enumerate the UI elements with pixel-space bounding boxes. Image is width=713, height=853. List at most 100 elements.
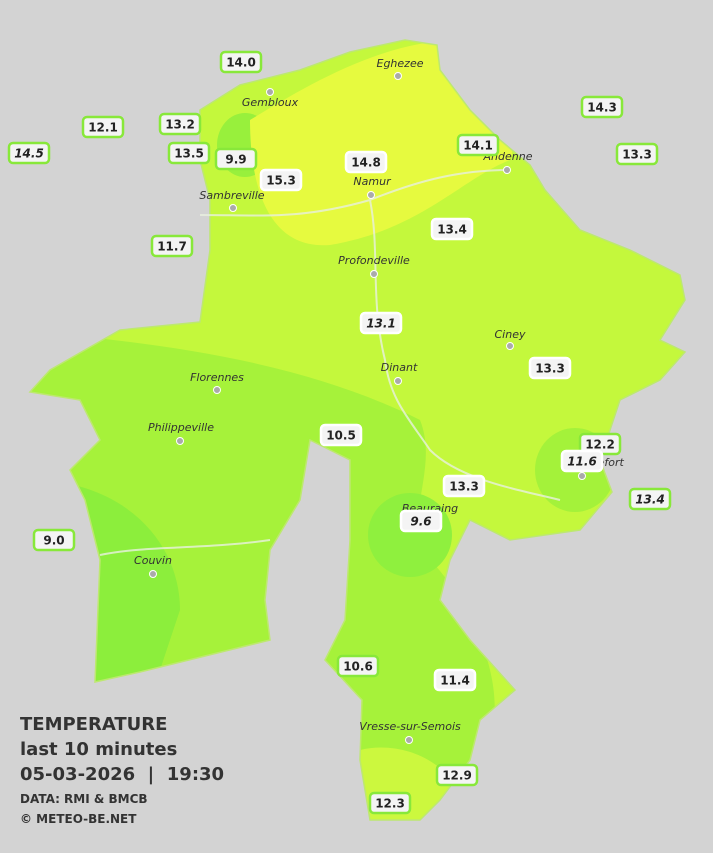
station-box bbox=[259, 168, 303, 192]
place-dot bbox=[394, 377, 402, 385]
station-box bbox=[219, 50, 263, 74]
station-box bbox=[433, 668, 477, 692]
place-dot bbox=[213, 386, 221, 394]
station-box bbox=[615, 142, 659, 166]
station-reading: 11.6 bbox=[567, 455, 597, 469]
place-dot bbox=[370, 270, 378, 278]
place-label: Gembloux bbox=[242, 96, 299, 109]
place-label: Sambreville bbox=[199, 189, 264, 202]
legend: TEMPERATURE last 10 minutes 05-03-2026 |… bbox=[20, 714, 224, 826]
station-box bbox=[368, 791, 412, 815]
place-label: Eghezee bbox=[377, 57, 424, 70]
station-reading: 14.1 bbox=[463, 139, 493, 153]
station-reading: 12.1 bbox=[88, 121, 118, 135]
station-box bbox=[359, 311, 403, 335]
place-label: Florennes bbox=[190, 371, 244, 384]
station: 9.0 bbox=[32, 528, 76, 552]
station: 13.3 bbox=[528, 356, 572, 380]
station-reading: 12.9 bbox=[442, 769, 472, 783]
station-reading: 13.4 bbox=[437, 223, 467, 237]
station-box bbox=[528, 356, 572, 380]
place-dot bbox=[367, 191, 375, 199]
station: 14.5 bbox=[7, 141, 51, 165]
station-reading: 10.6 bbox=[343, 660, 373, 674]
station-box bbox=[580, 95, 624, 119]
legend-source: DATA: RMI & BMCB bbox=[20, 792, 148, 806]
place-label: Dinant bbox=[381, 361, 418, 374]
places: EghezeeGemblouxAndenneNamurSambrevillePr… bbox=[134, 57, 624, 744]
station: 15.3 bbox=[259, 168, 303, 192]
station-box bbox=[319, 423, 363, 447]
legend-title: TEMPERATURE bbox=[20, 714, 167, 735]
place-dot bbox=[506, 342, 514, 350]
place-label: Profondeville bbox=[338, 254, 410, 267]
station: 12.9 bbox=[435, 763, 479, 787]
station-box bbox=[158, 112, 202, 136]
station: 11.7 bbox=[150, 234, 194, 258]
station-reading: 11.4 bbox=[440, 674, 470, 688]
station-box bbox=[399, 509, 443, 533]
station: 13.1 bbox=[359, 311, 403, 335]
stations: 14.0 12.1 13.2 14.5 13.5 9.9 15.3 14.8 14.1 14.3 1… bbox=[7, 50, 672, 815]
station-box bbox=[336, 654, 380, 678]
legend-period: last 10 minutes bbox=[20, 739, 177, 760]
station: 9.6 bbox=[399, 509, 443, 533]
station: 11.6 bbox=[560, 449, 604, 473]
place-dot bbox=[266, 88, 274, 96]
station: 12.1 bbox=[81, 115, 125, 139]
station-reading: 12.2 bbox=[585, 438, 615, 452]
place-label: Philippeville bbox=[148, 421, 214, 434]
station-reading: 15.3 bbox=[266, 174, 296, 188]
station: 13.3 bbox=[615, 142, 659, 166]
place-dot bbox=[578, 472, 586, 480]
station-reading: 9.9 bbox=[225, 153, 246, 167]
station-reading: 13.3 bbox=[449, 480, 479, 494]
place-label: Couvin bbox=[134, 554, 172, 567]
station-box bbox=[32, 528, 76, 552]
station: 10.5 bbox=[319, 423, 363, 447]
station: 13.4 bbox=[628, 487, 672, 511]
station: 10.6 bbox=[336, 654, 380, 678]
legend-credit: © METEO-BE.NET bbox=[20, 812, 137, 826]
station-box bbox=[7, 141, 51, 165]
station-reading: 13.5 bbox=[174, 147, 204, 161]
station-box bbox=[167, 141, 211, 165]
station-box bbox=[628, 487, 672, 511]
station: 13.5 bbox=[167, 141, 211, 165]
place-dot bbox=[176, 437, 184, 445]
station-reading: 13.4 bbox=[635, 493, 665, 507]
station: 12.3 bbox=[368, 791, 412, 815]
station-box bbox=[560, 449, 604, 473]
station-reading: 13.3 bbox=[535, 362, 565, 376]
station: 14.8 bbox=[344, 150, 388, 174]
station: 14.0 bbox=[219, 50, 263, 74]
station-box bbox=[344, 150, 388, 174]
station: 13.4 bbox=[430, 217, 474, 241]
station: 13.2 bbox=[158, 112, 202, 136]
place-dot bbox=[405, 736, 413, 744]
station-box bbox=[430, 217, 474, 241]
station: 11.4 bbox=[433, 668, 477, 692]
place-dot bbox=[503, 166, 511, 174]
place-label: Vresse-sur-Semois bbox=[359, 720, 461, 733]
station-box bbox=[81, 115, 125, 139]
station-box bbox=[214, 147, 258, 171]
station: 14.3 bbox=[580, 95, 624, 119]
station-reading: 9.0 bbox=[43, 534, 64, 548]
station: 9.9 bbox=[214, 147, 258, 171]
place-dot bbox=[149, 570, 157, 578]
station-reading: 9.6 bbox=[410, 515, 431, 529]
station-reading: 14.8 bbox=[351, 156, 381, 170]
place-dot bbox=[394, 72, 402, 80]
station-box bbox=[150, 234, 194, 258]
place-label: Namur bbox=[353, 175, 392, 188]
station-reading: 13.1 bbox=[366, 317, 396, 331]
station-reading: 14.5 bbox=[14, 147, 44, 161]
place-label: Ciney bbox=[495, 328, 526, 341]
station-reading: 13.2 bbox=[165, 118, 195, 132]
station-reading: 12.3 bbox=[375, 797, 405, 811]
station-box bbox=[442, 474, 486, 498]
station-reading: 14.0 bbox=[226, 56, 256, 70]
station-reading: 14.3 bbox=[587, 101, 617, 115]
